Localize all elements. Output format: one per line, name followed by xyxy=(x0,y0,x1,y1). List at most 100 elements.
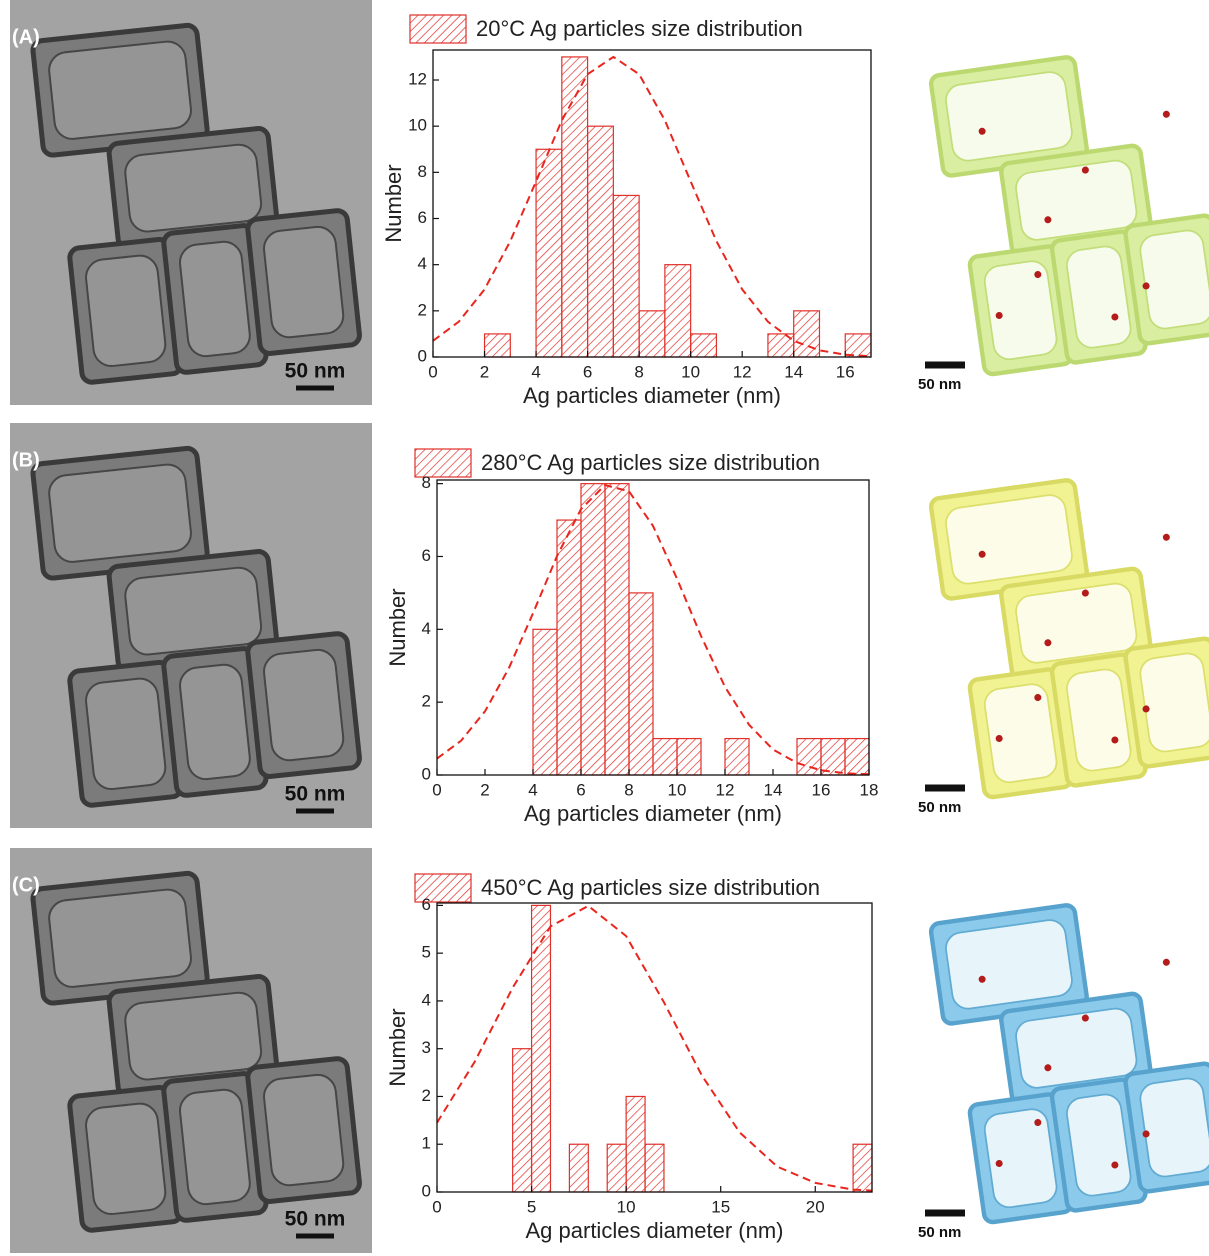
bar xyxy=(485,334,511,357)
block-inner xyxy=(124,143,263,233)
page: (A)50 nm50 nm(B)50 nm50 nm(C)50 nm50 nm2… xyxy=(0,0,1209,1256)
bar xyxy=(557,520,581,775)
render-scale-label: 50 nm xyxy=(918,799,961,816)
scale-bar-label: 50 nm xyxy=(285,1208,346,1231)
bar xyxy=(639,311,665,357)
block-inner xyxy=(47,888,192,989)
bar xyxy=(677,739,701,775)
y-axis-label: Number xyxy=(381,164,406,242)
bar xyxy=(797,739,821,775)
block-inner xyxy=(262,225,345,339)
y-tick-label: 6 xyxy=(418,208,427,227)
y-axis-label: Number xyxy=(385,588,410,666)
y-tick-label: 0 xyxy=(418,346,427,365)
block-inner xyxy=(983,1107,1059,1209)
block-inner xyxy=(944,70,1074,163)
panel-label: (C) xyxy=(12,874,40,896)
bar xyxy=(562,57,588,357)
block-inner xyxy=(178,240,251,358)
y-tick-label: 5 xyxy=(422,943,431,962)
block-inner xyxy=(262,1073,345,1187)
y-tick-label: 10 xyxy=(408,116,427,135)
y-tick-label: 6 xyxy=(422,895,431,914)
y-tick-label: 1 xyxy=(422,1134,431,1153)
block-inner xyxy=(944,493,1074,586)
bar xyxy=(845,334,871,357)
x-tick-label: 6 xyxy=(576,780,585,799)
y-tick-label: 0 xyxy=(422,1181,431,1200)
x-tick-label: 4 xyxy=(531,362,540,381)
x-tick-label: 6 xyxy=(583,362,592,381)
bar xyxy=(853,1144,872,1192)
block-inner xyxy=(178,1088,251,1206)
x-axis-label: Ag particles diameter (nm) xyxy=(526,1218,784,1243)
x-tick-label: 18 xyxy=(860,780,879,799)
block-inner xyxy=(178,663,251,781)
bar xyxy=(794,311,820,357)
block-inner xyxy=(47,40,192,141)
y-tick-label: 4 xyxy=(422,990,431,1009)
scale-bar-label: 50 nm xyxy=(285,783,346,806)
block-inner xyxy=(262,648,345,762)
bar xyxy=(645,1144,664,1192)
y-tick-label: 2 xyxy=(418,300,427,319)
bar xyxy=(653,739,677,775)
render-particles xyxy=(930,888,1209,1225)
legend-swatch xyxy=(410,15,466,43)
x-tick-label: 2 xyxy=(480,362,489,381)
silver-particle xyxy=(1162,533,1170,541)
block-inner xyxy=(1138,651,1209,753)
bar xyxy=(532,905,551,1192)
y-tick-label: 12 xyxy=(408,69,427,88)
bar xyxy=(626,1096,645,1192)
x-tick-label: 0 xyxy=(432,1197,441,1216)
x-axis-label: Ag particles diameter (nm) xyxy=(524,801,782,826)
x-tick-label: 8 xyxy=(624,780,633,799)
render-scale-label: 50 nm xyxy=(918,1224,961,1241)
panel-label: (A) xyxy=(12,26,40,48)
y-tick-label: 4 xyxy=(418,254,427,273)
block-inner xyxy=(84,254,167,368)
x-tick-label: 12 xyxy=(733,362,752,381)
x-tick-label: 0 xyxy=(432,780,441,799)
x-tick-label: 20 xyxy=(806,1197,825,1216)
block-inner xyxy=(944,918,1074,1011)
x-tick-label: 10 xyxy=(617,1197,636,1216)
x-tick-label: 10 xyxy=(681,362,700,381)
block-inner xyxy=(1138,1076,1209,1178)
block-inner xyxy=(983,682,1059,784)
panel-label: (B) xyxy=(12,449,40,471)
silver-particle xyxy=(1162,110,1170,118)
render-particles xyxy=(930,463,1209,800)
x-tick-label: 8 xyxy=(634,362,643,381)
y-tick-label: 0 xyxy=(422,764,431,783)
y-tick-label: 3 xyxy=(422,1038,431,1057)
x-tick-label: 0 xyxy=(428,362,437,381)
figure: (A)50 nm50 nm(B)50 nm50 nm(C)50 nm50 nm2… xyxy=(0,0,1209,1256)
bar xyxy=(588,126,614,357)
render-scale-label: 50 nm xyxy=(918,376,961,393)
legend-label: 280°C Ag particles size distribution xyxy=(481,450,820,475)
bar xyxy=(629,593,653,775)
block-inner xyxy=(84,1102,167,1216)
block-inner xyxy=(983,259,1059,361)
bar xyxy=(533,629,557,775)
x-tick-label: 16 xyxy=(812,780,831,799)
x-tick-label: 15 xyxy=(711,1197,730,1216)
bar xyxy=(607,1144,626,1192)
x-tick-label: 10 xyxy=(668,780,687,799)
bar xyxy=(513,1049,532,1192)
block-inner xyxy=(124,991,263,1081)
bar xyxy=(569,1144,588,1192)
x-axis-label: Ag particles diameter (nm) xyxy=(523,383,781,408)
silver-particle xyxy=(1162,958,1170,966)
bar xyxy=(581,484,605,775)
x-tick-label: 12 xyxy=(716,780,735,799)
y-tick-label: 6 xyxy=(422,546,431,565)
legend-label: 20°C Ag particles size distribution xyxy=(476,16,803,41)
bar xyxy=(821,739,845,775)
bar xyxy=(605,484,629,775)
x-tick-label: 4 xyxy=(528,780,537,799)
bar xyxy=(691,334,717,357)
block-inner xyxy=(47,463,192,564)
